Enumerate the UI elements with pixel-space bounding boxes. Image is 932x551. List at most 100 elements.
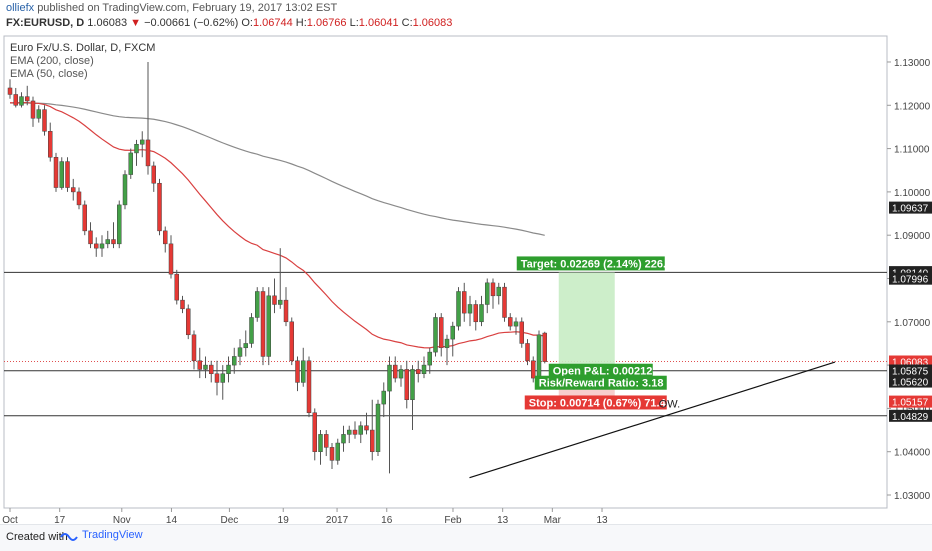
candle-body [203, 364, 208, 370]
candle-body [496, 286, 501, 297]
candle-body [479, 304, 484, 323]
candle-body [393, 364, 398, 379]
risk-reward-label-bg [534, 375, 667, 390]
candle-body [209, 364, 214, 375]
candle-body [94, 243, 99, 249]
publish-header: olliefx published on TradingView.com, Fe… [6, 2, 337, 14]
y-tick-label: 1.07000 [894, 318, 931, 329]
candle-body [134, 144, 139, 154]
tradingview-logo-icon [60, 533, 78, 541]
annotation-text: OW. [659, 398, 680, 410]
x-tick-label: Feb [444, 515, 462, 524]
x-tick-label: Dec [221, 515, 239, 524]
low-label: L: [349, 17, 359, 29]
candle-body [508, 317, 513, 327]
high-value: 1.06766 [306, 17, 347, 29]
candle-body [416, 369, 421, 375]
candle-body [99, 243, 105, 249]
candle-body [111, 239, 116, 245]
candle-body [536, 334, 542, 379]
open-label: O: [241, 17, 253, 29]
candle-body [42, 109, 47, 132]
footer-bar: Created with TradingView [0, 524, 932, 551]
price-tag-label: 1.04829 [892, 412, 929, 423]
candle-body [105, 239, 110, 245]
price-change: −0.00661 (−0.62%) [144, 17, 239, 29]
price-tag-bg [889, 364, 932, 377]
candle-body [421, 364, 427, 375]
price-chart[interactable]: 1.130001.120001.110001.100001.090001.080… [0, 34, 932, 524]
price-tag-bg [889, 375, 932, 388]
candle-body [197, 360, 202, 370]
trendline [469, 361, 836, 479]
candle-body [7, 87, 13, 95]
candle-body [490, 282, 496, 297]
price-tag-label: 1.06083 [892, 358, 929, 369]
candle-body [260, 291, 266, 357]
candle-body [243, 343, 248, 349]
candle-body [25, 96, 30, 102]
candle-body [220, 373, 225, 383]
candle-body [76, 191, 82, 206]
tradingview-link[interactable]: TradingView [60, 529, 143, 541]
target-label-bg [516, 256, 665, 271]
candle-body [19, 96, 24, 106]
x-tick-label: 13 [596, 515, 608, 524]
last-price: 1.06083 [87, 17, 128, 29]
candle-body [519, 321, 524, 344]
candle-body [278, 299, 283, 305]
target-label: Target: 0.02269 (2.14%) 226.9 [521, 258, 672, 270]
low-value: 1.06041 [358, 17, 399, 29]
author-name[interactable]: olliefx [6, 2, 35, 14]
candle-body [525, 343, 530, 362]
x-tick-label: 13 [497, 515, 509, 524]
candle-body [237, 347, 243, 357]
candle-body [439, 317, 444, 349]
candle-body [82, 204, 87, 232]
tradingview-brand: TradingView [82, 529, 143, 541]
price-tag-bg [889, 355, 932, 368]
x-tick-label: 16 [381, 515, 393, 524]
candle-body [542, 332, 547, 362]
y-tick-label: 1.03000 [894, 491, 931, 502]
candle-body [88, 230, 93, 245]
ema200-line [9, 102, 545, 236]
candle-body [513, 321, 519, 327]
x-tick-label: 19 [278, 515, 290, 524]
candle-body [358, 425, 363, 435]
risk-reward-label: Risk/Reward Ratio: 3.18 [539, 378, 664, 390]
candle-body [347, 429, 352, 435]
candle-body [531, 360, 536, 379]
candle-body [301, 360, 306, 383]
candle-body [191, 334, 197, 362]
price-tag-label: 1.05620 [892, 378, 929, 389]
candle-body [324, 434, 329, 448]
candle-body [163, 230, 168, 245]
price-tag-bg [889, 272, 932, 285]
candle-body [48, 131, 53, 158]
symbol-label: FX:EURUSD, D [6, 17, 85, 29]
candle-body [370, 429, 375, 452]
candle-body [30, 100, 36, 119]
candle-body [255, 291, 260, 318]
close-label: C: [401, 17, 413, 29]
price-tag-label: 1.05875 [892, 367, 929, 378]
price-tag-bg [889, 409, 932, 422]
candle-body [145, 139, 151, 167]
candle-body [404, 369, 409, 400]
y-tick-label: 1.12000 [894, 101, 931, 112]
y-tick-label: 1.11000 [894, 145, 930, 156]
candle-body [59, 161, 64, 188]
indicator-ema50-label: EMA (50, close) [10, 68, 88, 80]
candle-body [352, 429, 358, 435]
x-tick-label: Oct [2, 515, 18, 524]
candle-body [266, 295, 271, 357]
x-tick-label: 17 [54, 515, 66, 524]
candle-body [180, 299, 185, 310]
open-pl-label: Open P&L: 0.00212 [553, 366, 653, 378]
candle-body [456, 291, 461, 327]
candle-body [289, 321, 294, 362]
ohlc-bar: FX:EURUSD, D 1.06083 ▼ −0.00661 (−0.62%)… [6, 17, 452, 29]
high-label: H: [295, 17, 307, 29]
candle-body [53, 156, 59, 188]
